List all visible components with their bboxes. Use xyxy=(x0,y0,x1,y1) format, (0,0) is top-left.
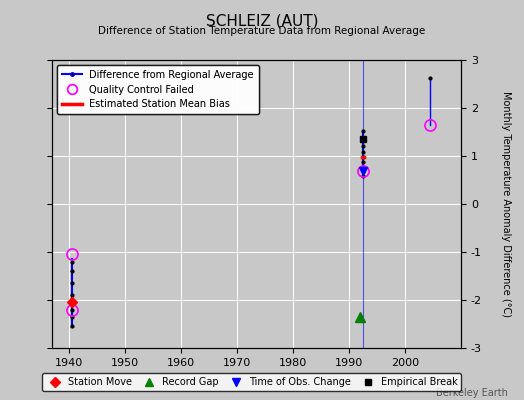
Legend: Station Move, Record Gap, Time of Obs. Change, Empirical Break: Station Move, Record Gap, Time of Obs. C… xyxy=(41,373,462,391)
Legend: Difference from Regional Average, Quality Control Failed, Estimated Station Mean: Difference from Regional Average, Qualit… xyxy=(57,65,259,114)
Text: Berkeley Earth: Berkeley Earth xyxy=(436,388,508,398)
Text: Difference of Station Temperature Data from Regional Average: Difference of Station Temperature Data f… xyxy=(99,26,425,36)
Y-axis label: Monthly Temperature Anomaly Difference (°C): Monthly Temperature Anomaly Difference (… xyxy=(501,91,511,317)
Text: SCHLEIZ (AUT): SCHLEIZ (AUT) xyxy=(206,14,318,29)
